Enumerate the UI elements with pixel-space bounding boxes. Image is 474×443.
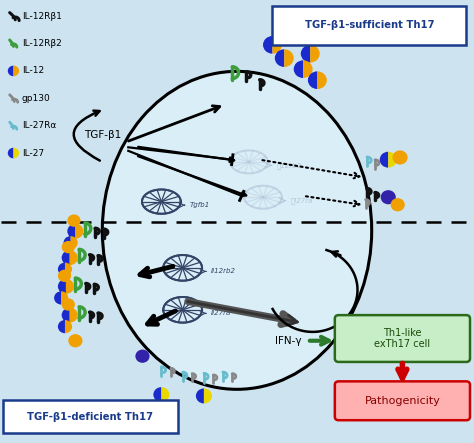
Text: Th1-like
exTh17 cell: Th1-like exTh17 cell xyxy=(374,328,430,350)
Circle shape xyxy=(391,198,405,211)
Circle shape xyxy=(62,298,75,311)
Wedge shape xyxy=(58,279,66,294)
Circle shape xyxy=(392,151,408,164)
Wedge shape xyxy=(273,36,282,54)
Wedge shape xyxy=(308,71,318,89)
Wedge shape xyxy=(284,49,294,67)
Circle shape xyxy=(381,190,396,204)
Text: IL-27: IL-27 xyxy=(22,148,44,158)
Text: IL-12: IL-12 xyxy=(22,66,44,75)
Wedge shape xyxy=(161,387,169,402)
Wedge shape xyxy=(204,389,212,404)
Wedge shape xyxy=(58,263,65,276)
Text: Tgfb1: Tgfb1 xyxy=(189,202,210,208)
Circle shape xyxy=(136,350,150,363)
Wedge shape xyxy=(294,27,303,45)
FancyBboxPatch shape xyxy=(335,315,470,362)
Wedge shape xyxy=(275,49,284,67)
Wedge shape xyxy=(294,60,303,78)
FancyBboxPatch shape xyxy=(335,381,470,420)
Wedge shape xyxy=(284,27,294,45)
Text: IL-12Rβ2: IL-12Rβ2 xyxy=(22,39,62,48)
Wedge shape xyxy=(66,279,74,294)
Wedge shape xyxy=(196,389,204,404)
Text: IL-27Rα: IL-27Rα xyxy=(22,121,56,130)
Text: ꞵl27ra: ꞵl27ra xyxy=(291,198,313,204)
Wedge shape xyxy=(318,71,327,89)
Wedge shape xyxy=(61,291,68,304)
Text: IL-12Rβ1: IL-12Rβ1 xyxy=(22,12,62,21)
Wedge shape xyxy=(71,236,78,249)
Text: TGF-β1: TGF-β1 xyxy=(84,130,121,140)
Wedge shape xyxy=(301,45,310,62)
Wedge shape xyxy=(64,236,71,249)
Text: IFN-γ: IFN-γ xyxy=(275,336,301,346)
Wedge shape xyxy=(62,307,70,323)
Circle shape xyxy=(67,214,81,227)
Wedge shape xyxy=(70,307,78,323)
Wedge shape xyxy=(388,152,397,167)
Wedge shape xyxy=(13,66,19,76)
Wedge shape xyxy=(65,320,72,333)
Wedge shape xyxy=(154,387,161,402)
Wedge shape xyxy=(8,148,13,158)
Text: TGF-β1-sufficient Th17: TGF-β1-sufficient Th17 xyxy=(305,20,434,31)
Wedge shape xyxy=(303,60,313,78)
Wedge shape xyxy=(13,148,19,158)
Text: gp130: gp130 xyxy=(22,94,51,103)
Wedge shape xyxy=(310,45,319,62)
Circle shape xyxy=(62,241,75,253)
FancyBboxPatch shape xyxy=(3,400,178,433)
Wedge shape xyxy=(70,250,78,265)
Ellipse shape xyxy=(102,71,372,389)
Text: ꞵ12rb2: ꞵ12rb2 xyxy=(276,162,301,169)
Text: Il27ra: Il27ra xyxy=(210,311,231,316)
Wedge shape xyxy=(58,320,65,333)
Text: Il12rb2: Il12rb2 xyxy=(210,268,236,274)
Wedge shape xyxy=(54,291,61,304)
Wedge shape xyxy=(380,152,388,167)
Circle shape xyxy=(58,270,71,282)
FancyBboxPatch shape xyxy=(273,6,466,45)
Circle shape xyxy=(68,334,82,347)
Text: TGF-β1-deficient Th17: TGF-β1-deficient Th17 xyxy=(27,412,154,422)
Wedge shape xyxy=(62,250,70,265)
Wedge shape xyxy=(75,224,83,239)
Wedge shape xyxy=(67,224,75,239)
Wedge shape xyxy=(8,66,13,76)
Text: Pathogenicity: Pathogenicity xyxy=(365,396,440,406)
Wedge shape xyxy=(65,263,72,276)
Wedge shape xyxy=(263,36,273,54)
